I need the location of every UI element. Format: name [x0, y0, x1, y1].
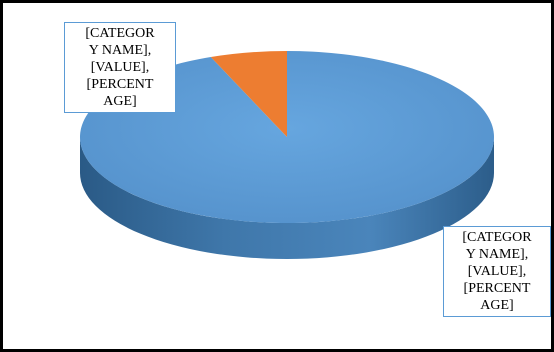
slice-label-large: [CATEGOR Y NAME], [VALUE], [PERCENT AGE] [443, 226, 551, 317]
pie-slice-large [79, 51, 494, 223]
pie-side-wall [80, 137, 494, 259]
slice-label-small: [CATEGOR Y NAME], [VALUE], [PERCENT AGE] [64, 22, 176, 113]
pie-slice-small [210, 51, 287, 137]
